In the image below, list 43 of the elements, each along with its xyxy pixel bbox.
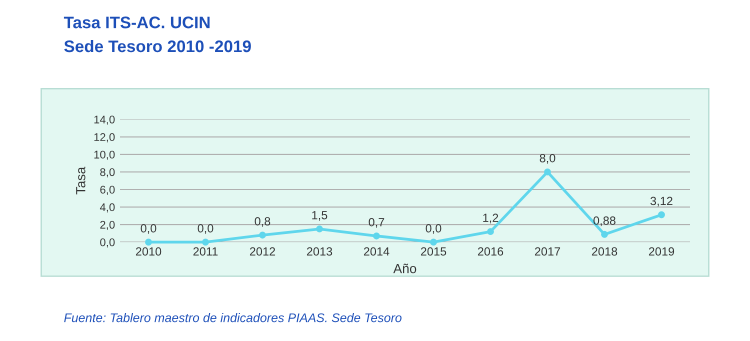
y-tick-label: 14,0 [94, 116, 115, 125]
x-tick-label: 2011 [193, 247, 218, 256]
y-tick-label: 10,0 [94, 150, 115, 160]
chart-subtitle: Sede Tesoro 2010 -2019 [64, 40, 251, 52]
point [316, 225, 323, 232]
x-tick-label: 2014 [364, 247, 390, 256]
x-tick-label: 2019 [648, 247, 674, 256]
y-tick-label: 0,0 [100, 238, 115, 248]
point [658, 211, 665, 218]
y-tick-label: 4,0 [100, 203, 115, 212]
x-tick-label: 2012 [250, 247, 276, 256]
x-tick-label: 2018 [592, 247, 618, 256]
data-label: 1,2 [483, 214, 498, 224]
data-label: 0,88 [593, 216, 616, 226]
chart-title: Tasa ITS-AC. UCIN [64, 16, 210, 28]
point [202, 238, 209, 246]
y-tick-label: 2,0 [100, 220, 115, 230]
data-label: 1,5 [312, 211, 328, 221]
data-label: 0,0 [140, 224, 156, 234]
point [259, 232, 266, 239]
x-tick-label: 2015 [420, 247, 446, 256]
x-tick-label: 2010 [136, 247, 162, 256]
x-tick-label: 2017 [534, 247, 560, 256]
point [544, 168, 551, 176]
data-label: 0,0 [198, 224, 214, 234]
data-label: 0,0 [426, 224, 442, 234]
source-note: Fuente: Tablero maestro de indicadores PIAAS. Sede Tesoro [64, 313, 402, 322]
x-tick-label: 2016 [478, 247, 504, 256]
point [430, 238, 437, 246]
point [373, 232, 380, 240]
point [487, 228, 494, 236]
point [145, 238, 152, 246]
data-label: 3,12 [650, 196, 672, 207]
data-label: 8,0 [540, 154, 556, 164]
point [601, 230, 608, 238]
data-label: 0,8 [254, 217, 270, 227]
y-tick-label: 8,0 [100, 168, 115, 178]
y-axis-title: Tasa [76, 166, 86, 194]
y-tick-label: 12,0 [94, 133, 115, 142]
x-tick-label: 2013 [306, 247, 332, 256]
data-label: 0,7 [368, 218, 384, 228]
y-tick-label: 6,0 [100, 186, 115, 195]
x-axis-title: Año [393, 264, 416, 274]
